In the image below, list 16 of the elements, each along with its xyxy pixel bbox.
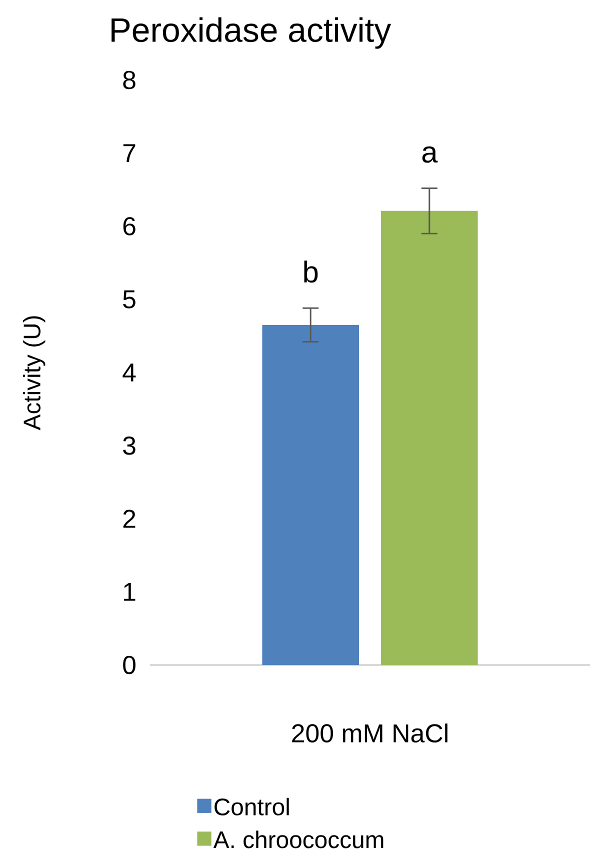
y-tick-label: 7 — [123, 144, 136, 162]
y-tick-label: 6 — [123, 217, 136, 236]
y-axis-title: Activity (U) — [22, 316, 46, 430]
chart-title: Peroxidase activity — [112, 17, 392, 49]
y-tick-label: 8 — [123, 70, 136, 90]
y-tick-label: 0 — [123, 656, 136, 674]
text: a — [422, 146, 438, 163]
y-tick-label: 3 — [123, 436, 136, 455]
text: b — [304, 260, 318, 283]
y-tick-label: 5 — [123, 290, 136, 308]
legend-label: A. chroococcum — [213, 830, 384, 848]
y-tick-label: 4 — [122, 364, 136, 382]
x-tick-label: 200 mM NaCl — [292, 724, 448, 743]
y-tick-label: 2 — [123, 510, 136, 528]
legend-label: Control — [214, 798, 289, 816]
y-tick-label: 1 — [124, 582, 136, 601]
